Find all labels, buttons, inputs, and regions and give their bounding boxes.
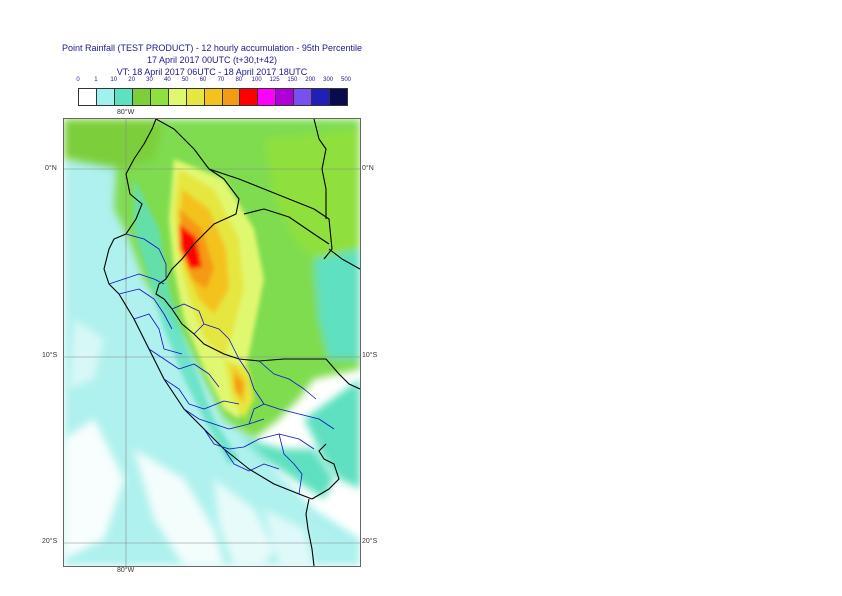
legend-tick-label: 200 [305, 77, 316, 83]
lat-label-right-0: 0°N [362, 165, 374, 172]
regional-borders [108, 233, 335, 495]
legend-swatch [294, 89, 313, 105]
legend-tick-label: 300 [323, 77, 334, 83]
legend-swatch [330, 89, 348, 105]
legend-swatch [222, 89, 241, 105]
lat-label-left-0: 0°N [45, 165, 57, 172]
legend-swatch [240, 89, 259, 105]
title-line-3: VT: 18 April 2017 06UTC - 18 April 2017 … [116, 67, 308, 77]
legend-swatch [258, 89, 277, 105]
legend-swatch [114, 89, 133, 105]
lon-label-top: 80°W [117, 109, 135, 116]
legend-tick-label: 50 [181, 77, 189, 83]
lat-label-right-10: 10°S [362, 352, 378, 359]
legend-swatch [79, 89, 97, 105]
legend-bar [78, 88, 348, 106]
lon-label-bottom: 80°W [117, 567, 135, 574]
legend-tick-label: 150 [287, 77, 298, 83]
legend-tick-label: 20 [128, 77, 135, 83]
legend-tick-label: 30 [146, 77, 153, 83]
map-canvas [64, 119, 360, 566]
legend-swatch [132, 89, 151, 105]
legend-labels: 0 1 10 20 30 40 50 60 70 80 100 125 150 200 300 500 [76, 77, 352, 85]
lat-label-left-20: 20°S [42, 538, 58, 545]
national-borders [103, 119, 360, 566]
legend-swatch [96, 89, 115, 105]
legend-tick-label: 10 [110, 77, 118, 83]
lat-label-left-10: 10°S [42, 352, 58, 359]
rainfall-map [63, 118, 361, 567]
legend-tick-label: 0 [76, 77, 80, 83]
title-line-1: Point Rainfall (TEST PRODUCT) - 12 hourl… [62, 43, 362, 53]
coastal-rain-strip [134, 179, 239, 464]
legend-swatch [312, 89, 331, 105]
legend-swatch [204, 89, 223, 105]
legend-tick-label: 125 [269, 77, 280, 83]
legend-tick-label: 80 [235, 77, 243, 83]
legend-tick-label: 500 [340, 77, 352, 83]
legend-swatch [150, 89, 169, 105]
legend-tick-label: 100 [251, 77, 262, 83]
legend-swatch [276, 89, 295, 105]
title-line-2: 17 April 2017 00UTC (t+30,t+42) [146, 55, 278, 65]
legend-tick-label: 1 [94, 77, 98, 83]
legend-tick-label: 60 [199, 77, 207, 83]
legend-tick-label: 40 [163, 77, 171, 83]
color-legend: 0 1 10 20 30 40 50 60 70 80 100 125 150 200 300 500 [76, 77, 352, 106]
ocean-dry-streaks [64, 319, 314, 566]
legend-swatch [168, 89, 187, 105]
legend-swatch [186, 89, 205, 105]
legend-tick-label: 70 [217, 77, 225, 83]
andes-heavy-rain [169, 159, 264, 419]
lat-label-right-20: 20°S [362, 538, 378, 545]
map-title: Point Rainfall (TEST PRODUCT) - 12 hourl… [0, 42, 424, 78]
